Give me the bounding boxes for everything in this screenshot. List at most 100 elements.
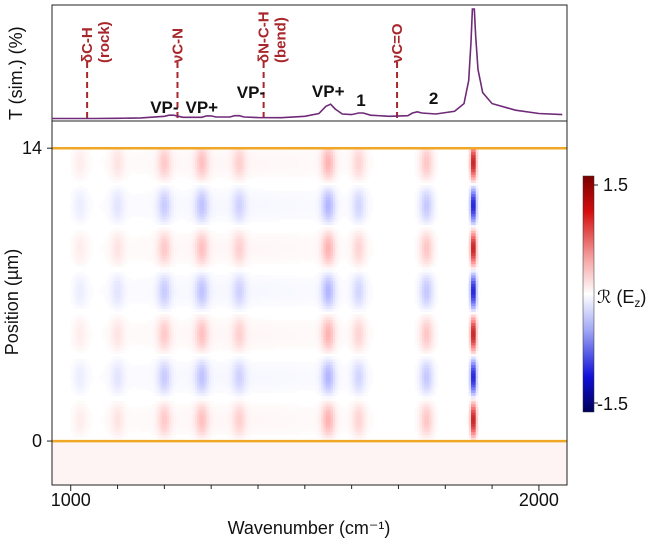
heatmap-cell bbox=[459, 471, 462, 474]
heatmap-cell bbox=[251, 449, 254, 452]
heatmap-cell bbox=[230, 465, 233, 468]
heatmap-cell bbox=[319, 421, 322, 424]
heatmap-cell bbox=[199, 471, 202, 474]
heatmap-cell bbox=[473, 426, 476, 429]
heatmap-cell bbox=[272, 477, 275, 480]
heatmap-cell bbox=[321, 454, 324, 457]
heatmap-cell bbox=[457, 471, 460, 474]
heatmap-cell bbox=[80, 407, 83, 410]
heatmap-cell bbox=[480, 468, 483, 471]
heatmap-cell bbox=[214, 477, 217, 480]
heatmap-cell bbox=[293, 479, 296, 482]
heatmap-cell bbox=[134, 429, 137, 432]
heatmap-cell bbox=[190, 471, 193, 474]
heatmap-cell bbox=[115, 423, 118, 426]
heatmap-cell bbox=[384, 454, 387, 457]
heatmap-cell bbox=[242, 449, 245, 452]
heatmap-cell bbox=[139, 468, 142, 471]
heatmap-cell bbox=[162, 479, 165, 482]
heatmap-cell bbox=[314, 460, 317, 463]
heatmap-cell bbox=[434, 446, 437, 449]
heatmap-cell bbox=[199, 449, 202, 452]
heatmap-cell bbox=[183, 465, 186, 468]
heatmap-cell bbox=[410, 474, 413, 477]
heatmap-cell bbox=[511, 465, 514, 468]
heatmap-cell bbox=[312, 474, 315, 477]
heatmap-cell bbox=[420, 451, 423, 454]
heatmap-cell bbox=[499, 451, 502, 454]
heatmap-cell bbox=[302, 407, 305, 410]
heatmap-cell bbox=[310, 449, 313, 452]
heatmap-cell bbox=[317, 426, 320, 429]
heatmap-cell bbox=[181, 465, 184, 468]
heatmap-cell bbox=[101, 457, 104, 460]
heatmap-cell bbox=[537, 479, 540, 482]
heatmap-cell bbox=[431, 477, 434, 480]
heatmap-cell bbox=[471, 477, 474, 480]
heatmap-cell bbox=[546, 460, 549, 463]
heatmap-cell bbox=[99, 449, 102, 452]
heatmap-cell bbox=[286, 449, 289, 452]
heatmap-cell bbox=[277, 457, 280, 460]
heatmap-cell bbox=[546, 477, 549, 480]
heatmap-cell bbox=[441, 451, 444, 454]
heatmap-cell bbox=[434, 463, 437, 466]
heatmap-cell bbox=[333, 477, 336, 480]
heatmap-cell bbox=[478, 421, 481, 424]
heatmap-cell bbox=[375, 468, 378, 471]
heatmap-cell bbox=[143, 412, 146, 415]
heatmap-cell bbox=[111, 415, 114, 418]
heatmap-cell bbox=[57, 474, 60, 477]
heatmap-cell bbox=[136, 418, 139, 421]
heatmap-cell bbox=[68, 454, 71, 457]
heatmap-cell bbox=[274, 463, 277, 466]
heatmap-cell bbox=[377, 465, 380, 468]
heatmap-cell bbox=[558, 468, 561, 471]
heatmap-cell bbox=[171, 479, 174, 482]
heatmap-cell bbox=[157, 432, 160, 435]
heatmap-cell bbox=[408, 457, 411, 460]
heatmap-cell bbox=[167, 443, 170, 446]
heatmap-cell bbox=[188, 463, 191, 466]
heatmap-cell bbox=[429, 449, 432, 452]
heatmap-cell bbox=[190, 477, 193, 480]
heatmap-cell bbox=[120, 463, 123, 466]
heatmap-cell bbox=[178, 477, 181, 480]
heatmap-cell bbox=[190, 468, 193, 471]
heatmap-cell bbox=[143, 479, 146, 482]
heatmap-cell bbox=[214, 435, 217, 438]
heatmap-cell bbox=[359, 451, 362, 454]
heatmap-cell bbox=[113, 426, 116, 429]
heatmap-cell bbox=[192, 415, 195, 418]
heatmap-cell bbox=[225, 454, 228, 457]
heatmap-cell bbox=[118, 423, 121, 426]
heatmap-cell bbox=[111, 451, 114, 454]
heatmap-cell bbox=[324, 465, 327, 468]
heatmap-cell bbox=[64, 477, 67, 480]
heatmap-cell bbox=[345, 426, 348, 429]
heatmap-cell bbox=[274, 426, 277, 429]
heatmap-cell bbox=[321, 460, 324, 463]
heatmap-cell bbox=[361, 423, 364, 426]
heatmap-cell bbox=[483, 460, 486, 463]
heatmap-cell bbox=[335, 435, 338, 438]
heatmap-cell bbox=[272, 421, 275, 424]
heatmap-cell bbox=[150, 446, 153, 449]
heatmap-cell bbox=[335, 477, 338, 480]
heatmap-cell bbox=[129, 429, 132, 432]
heatmap-cell bbox=[455, 454, 458, 457]
heatmap-cell bbox=[429, 415, 432, 418]
heatmap-cell bbox=[427, 449, 430, 452]
heatmap-cell bbox=[420, 415, 423, 418]
heatmap-cell bbox=[174, 412, 177, 415]
heatmap-cell bbox=[267, 468, 270, 471]
heatmap-cell bbox=[176, 409, 179, 412]
heatmap-cell bbox=[310, 457, 313, 460]
heatmap-cell bbox=[537, 446, 540, 449]
heatmap-cell bbox=[302, 432, 305, 435]
heatmap-cell bbox=[436, 412, 439, 415]
heatmap-cell bbox=[232, 418, 235, 421]
heatmap-cell bbox=[80, 426, 83, 429]
heatmap-cell bbox=[174, 429, 177, 432]
heatmap-cell bbox=[466, 468, 469, 471]
